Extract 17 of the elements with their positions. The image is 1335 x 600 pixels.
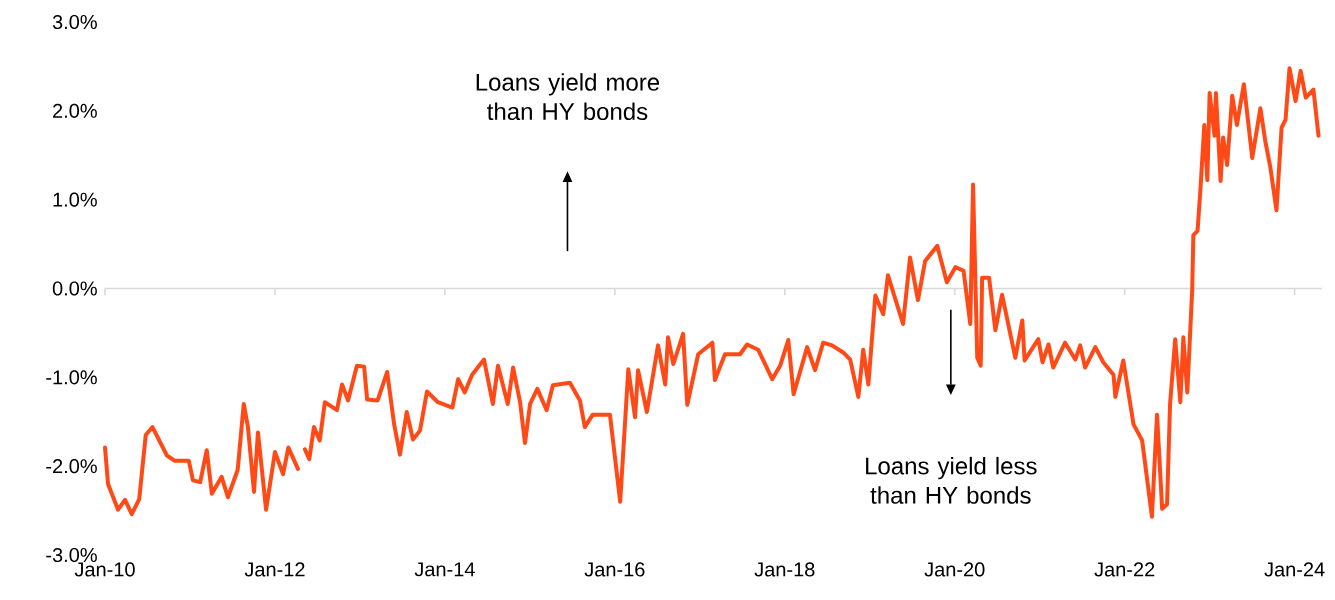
y-tick-label: 2.0% bbox=[53, 103, 97, 118]
x-tick-label: Jan-12 bbox=[244, 562, 305, 577]
annotation: Loans yield more than HY bonds bbox=[476, 73, 660, 121]
annotation: Loans yield less than HY bonds bbox=[866, 456, 1037, 504]
y-tick-label: -1.0% bbox=[46, 370, 97, 385]
y-tick-label: 0.0% bbox=[52, 281, 97, 296]
x-tick-label: Jan-18 bbox=[754, 562, 815, 577]
x-tick-label: Jan-10 bbox=[74, 562, 135, 577]
x-tick-label: Jan-24 bbox=[1264, 562, 1325, 577]
x-tick-label: Jan-16 bbox=[584, 562, 645, 577]
x-tick-label: Jan-22 bbox=[1094, 562, 1155, 577]
y-tick-label: 3.0% bbox=[52, 14, 97, 30]
y-tick-label: -2.0% bbox=[46, 459, 97, 474]
y-tick-label: -3.0% bbox=[46, 547, 97, 563]
y-tick-label: 1.0% bbox=[53, 192, 97, 207]
x-tick-label: Jan-20 bbox=[924, 562, 985, 577]
x-tick-label: Jan-14 bbox=[414, 562, 475, 577]
